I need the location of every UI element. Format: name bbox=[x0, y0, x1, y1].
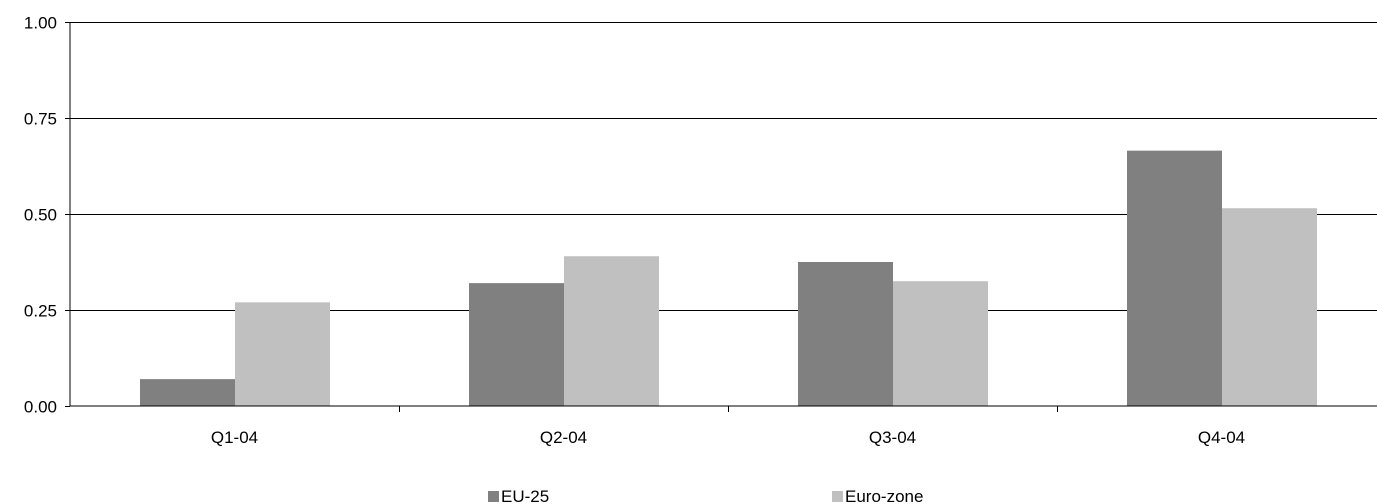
bar-eu-25-q1-04 bbox=[140, 379, 235, 406]
legend-swatch bbox=[832, 491, 843, 502]
y-tick-label: 0.00 bbox=[24, 398, 57, 417]
x-tick-label: Q2-04 bbox=[540, 428, 587, 447]
bar-euro-zone-q2-04 bbox=[564, 256, 659, 406]
legend: EU-25 Euro-zone bbox=[488, 487, 923, 504]
legend-label: EU-25 bbox=[501, 487, 549, 504]
x-tick-label: Q1-04 bbox=[211, 428, 258, 447]
x-axis-ticks: Q1-04 Q2-04 Q3-04 Q4-04 bbox=[211, 406, 1245, 447]
legend-swatch bbox=[488, 491, 499, 502]
y-tick-label: 0.25 bbox=[24, 302, 57, 321]
bar-euro-zone-q3-04 bbox=[893, 281, 988, 406]
bar-eu-25-q2-04 bbox=[469, 283, 564, 406]
y-axis-ticks: 0.00 0.25 0.50 0.75 1.00 bbox=[24, 14, 70, 417]
bar-eu-25-q3-04 bbox=[798, 262, 893, 406]
x-tick-label: Q4-04 bbox=[1198, 428, 1245, 447]
y-tick-label: 1.00 bbox=[24, 14, 57, 33]
bar-euro-zone-q4-04 bbox=[1222, 208, 1317, 406]
x-tick-label: Q3-04 bbox=[869, 428, 916, 447]
bar-euro-zone-q1-04 bbox=[235, 302, 330, 406]
legend-label: Euro-zone bbox=[845, 487, 923, 504]
bars bbox=[140, 150, 1317, 406]
y-tick-label: 0.50 bbox=[24, 206, 57, 225]
y-tick-label: 0.75 bbox=[24, 110, 57, 129]
bar-eu-25-q4-04 bbox=[1127, 150, 1222, 406]
